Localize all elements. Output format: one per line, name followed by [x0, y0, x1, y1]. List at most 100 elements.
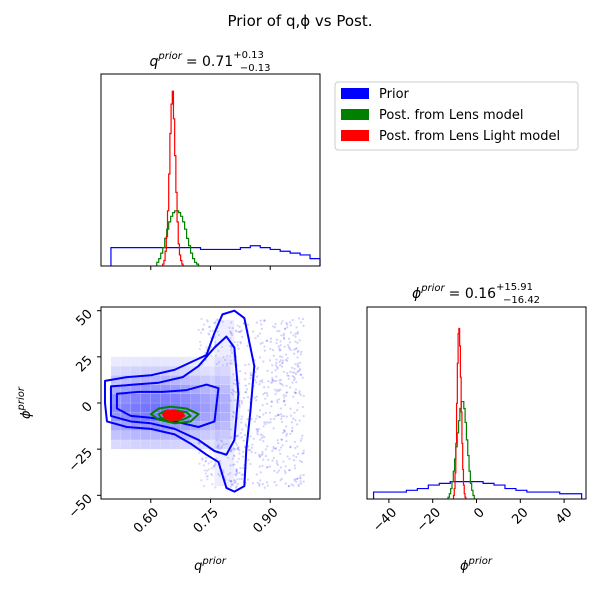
- prior-sample-point: [297, 401, 300, 404]
- prior-sample-point: [229, 428, 232, 431]
- density-cell: [200, 393, 211, 404]
- prior-sample-point: [258, 454, 261, 458]
- prior-sample-point: [255, 375, 259, 378]
- prior-sample-point: [275, 462, 279, 465]
- prior-sample-point: [237, 347, 240, 350]
- prior-sample-point: [294, 388, 298, 391]
- prior-sample-point: [238, 325, 241, 328]
- prior-sample-point: [209, 329, 212, 333]
- prior-sample-point: [293, 367, 296, 370]
- prior-sample-point: [197, 441, 200, 444]
- prior-sample-point: [296, 364, 299, 367]
- prior-sample-point: [296, 331, 299, 334]
- prior-sample-point: [230, 332, 233, 335]
- phi-xlabel-sup: prior: [468, 556, 493, 567]
- prior-sample-point: [238, 403, 241, 406]
- prior-sample-point: [255, 428, 258, 431]
- q-phi-ytick-label-2: 0: [79, 399, 95, 415]
- legend-swatch-prior: [341, 88, 369, 99]
- prior-sample-point: [285, 384, 288, 387]
- prior-sample-point: [288, 457, 291, 460]
- prior-sample-point: [244, 384, 247, 387]
- prior-sample-point: [219, 459, 222, 463]
- prior-sample-point: [231, 393, 234, 396]
- prior-sample-point: [271, 378, 274, 382]
- phi-xtick-label-3: 20: [509, 505, 531, 527]
- prior-sample-point: [261, 434, 264, 437]
- prior-sample-point: [276, 330, 279, 333]
- prior-sample-point: [286, 391, 289, 394]
- prior-sample-point: [206, 478, 209, 481]
- prior-sample-point: [289, 386, 292, 389]
- prior-sample-point: [296, 477, 299, 481]
- prior-sample-point: [255, 395, 259, 398]
- prior-sample-point: [281, 444, 284, 447]
- prior-sample-point: [267, 421, 270, 424]
- prior-sample-point: [292, 459, 296, 462]
- legend-swatch-light: [341, 130, 369, 141]
- prior-sample-point: [299, 482, 303, 485]
- prior-sample-point: [263, 421, 266, 424]
- figure-title: Prior of q,ϕ vs Post.: [227, 12, 372, 30]
- prior-sample-point: [235, 474, 238, 477]
- prior-sample-point: [263, 349, 266, 352]
- q-marginal-histograms: [110, 90, 321, 266]
- prior-sample-point: [228, 479, 231, 482]
- density-cell: [214, 356, 235, 367]
- prior-sample-point: [286, 357, 289, 360]
- prior-sample-point: [279, 388, 282, 391]
- prior-sample-point: [256, 368, 259, 371]
- prior-sample-point: [237, 448, 240, 451]
- prior-sample-point: [293, 352, 296, 355]
- prior-sample-point: [248, 382, 251, 385]
- prior-sample-point: [289, 331, 293, 334]
- prior-sample-point: [274, 447, 277, 450]
- prior-sample-point: [241, 473, 245, 476]
- prior-sample-point: [283, 470, 287, 473]
- density-grid: [110, 319, 241, 487]
- phi-hist-0: [372, 481, 583, 499]
- prior-sample-point: [264, 397, 267, 400]
- prior-sample-point: [292, 454, 295, 457]
- prior-sample-point: [276, 399, 279, 402]
- prior-sample-point: [289, 407, 292, 410]
- prior-sample-point: [263, 345, 266, 348]
- prior-sample-point: [222, 469, 225, 472]
- prior-sample-point: [261, 378, 264, 382]
- prior-sample-point: [293, 478, 297, 481]
- prior-sample-point: [262, 440, 265, 443]
- prior-sample-point: [219, 447, 223, 450]
- prior-sample-point: [203, 469, 206, 472]
- density-cell: [150, 393, 161, 404]
- prior-sample-point: [231, 327, 234, 330]
- prior-sample-point: [236, 482, 239, 486]
- density-cell: [210, 430, 221, 441]
- density-cell: [120, 393, 132, 404]
- density-cell: [150, 439, 161, 450]
- prior-sample-point: [269, 340, 272, 343]
- prior-sample-point: [221, 364, 224, 367]
- prior-sample-point: [262, 386, 266, 389]
- q-phi-xtick-label-2: 0.90: [250, 505, 281, 536]
- prior-sample-point: [247, 458, 250, 461]
- prior-sample-point: [300, 460, 304, 463]
- density-cell: [150, 365, 161, 376]
- prior-sample-point: [262, 360, 265, 363]
- prior-sample-point: [295, 326, 298, 329]
- prior-sample-point: [198, 462, 201, 465]
- prior-sample-point: [229, 344, 232, 348]
- prior-sample-point: [271, 364, 274, 367]
- prior-sample-point: [225, 442, 228, 445]
- prior-sample-point: [296, 356, 299, 359]
- prior-sample-point: [211, 329, 214, 332]
- prior-sample-point: [298, 392, 301, 395]
- density-cell: [150, 375, 161, 385]
- prior-sample-point: [204, 351, 207, 354]
- q-phi-xlabel: qprior: [194, 556, 227, 574]
- prior-sample-point: [273, 481, 276, 484]
- prior-sample-point: [281, 384, 284, 387]
- prior-sample-point: [247, 448, 250, 452]
- prior-sample-point: [270, 405, 273, 408]
- legend: Prior Post. from Lens model Post. from L…: [334, 81, 579, 151]
- prior-sample-point: [287, 374, 290, 377]
